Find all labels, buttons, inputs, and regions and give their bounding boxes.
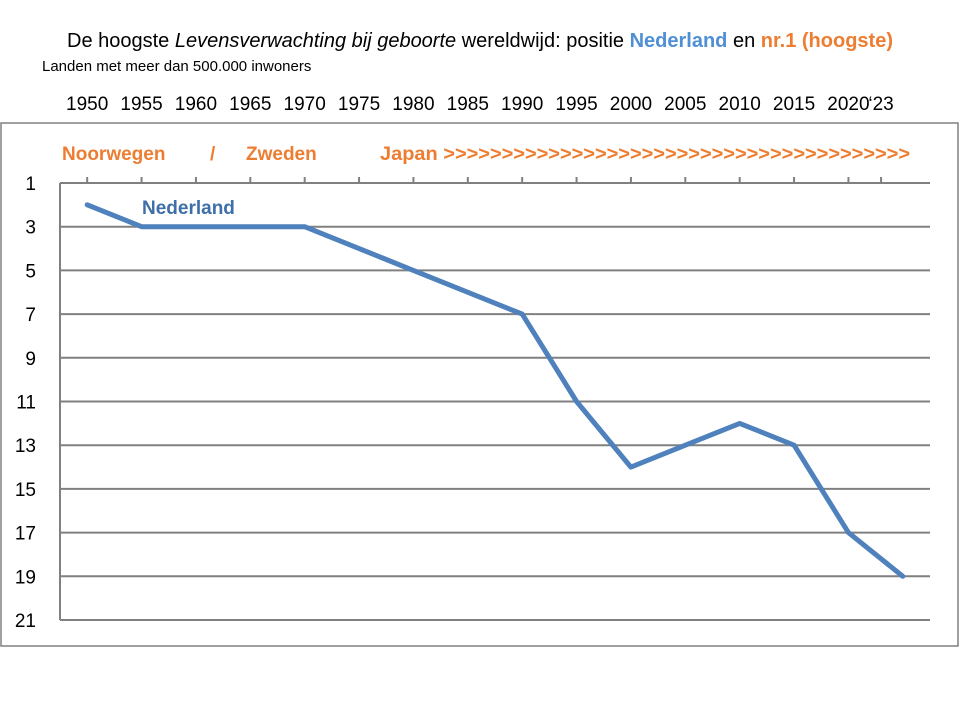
series-line-nederland — [84, 202, 906, 579]
x-tick-label: 1955 — [120, 94, 162, 115]
axes — [59, 177, 883, 620]
x-tick-label: 1985 — [447, 94, 489, 115]
x-tick-label: 2000 — [610, 94, 652, 115]
y-tick-label: 13 — [15, 436, 36, 457]
y-tick-label: 19 — [15, 567, 36, 588]
chart-frame — [0, 122, 959, 647]
title-pre: De hoogste — [67, 30, 175, 52]
gridlines — [60, 182, 930, 621]
x-tick-label: 1960 — [175, 94, 217, 115]
x-tick-labels: 1950 1955 1960 1965 1970 1975 1980 1985 1990 1995… — [66, 94, 894, 115]
x-tick-label: 1970 — [284, 94, 326, 115]
chart-subtitle: Landen met meer dan 500.000 inwoners — [42, 58, 312, 75]
x-tick-label: 1950 — [66, 94, 108, 115]
x-tick-label: 2015 — [773, 94, 815, 115]
y-tick-label: 7 — [25, 305, 36, 326]
x-tick-label: 1995 — [555, 94, 597, 115]
y-tick-label: 3 — [25, 218, 36, 239]
x-tick-label: 1990 — [501, 94, 543, 115]
y-tick-label: 5 — [25, 261, 36, 282]
y-tick-label: 1 — [25, 174, 36, 195]
x-tick-label: 2005 — [664, 94, 706, 115]
x-tick-label: 2020 — [827, 94, 869, 115]
chart-title: De hoogste Levensverwachting bij geboort… — [0, 30, 960, 53]
y-tick-label: 15 — [15, 480, 36, 501]
title-mid: wereldwijd: positie — [456, 30, 630, 52]
x-tick-label: 1980 — [392, 94, 434, 115]
x-tick-label: 2010 — [719, 94, 761, 115]
leader-zweden: Zweden — [246, 144, 317, 165]
leader-noorwegen: Noorwegen — [62, 144, 165, 165]
title-nederland: Nederland — [629, 30, 728, 52]
leader-slash: / — [210, 144, 216, 165]
leader-japan: Japan >>>>>>>>>>>>>>>>>>>>>>>>>>>>>>>>>>… — [380, 144, 910, 165]
y-tick-label: 17 — [15, 524, 36, 545]
x-tick-label: 1975 — [338, 94, 380, 115]
series-layer: Nederland — [84, 198, 906, 579]
y-tick-label: 11 — [16, 393, 36, 414]
title-italic: Levensverwachting bij geboorte — [174, 30, 457, 52]
title-nr1: nr.1 (hoogste) — [760, 30, 893, 52]
x-tick-label: 1965 — [229, 94, 271, 115]
x-tick-label: ‘23 — [868, 94, 893, 115]
y-tick-label: 9 — [25, 349, 36, 370]
series-label-nederland: Nederland — [142, 198, 235, 219]
title-en: en — [727, 30, 761, 52]
leader-labels: Noorwegen / Zweden Japan >>>>>>>>>>>>>>>… — [62, 144, 910, 165]
y-tick-label: 21 — [15, 611, 36, 632]
